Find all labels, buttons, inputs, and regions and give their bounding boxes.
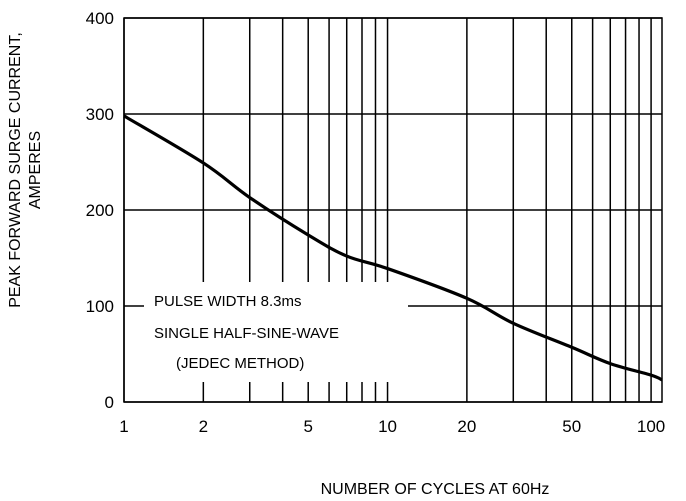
y-axis-label-line: PEAK FORWARD SURGE CURRENT,	[7, 32, 24, 308]
y-axis-label: PEAK FORWARD SURGE CURRENT, AMPERES	[7, 32, 44, 308]
x-tick-label: 1	[119, 417, 128, 436]
x-axis-label: NUMBER OF CYCLES AT 60Hz	[321, 481, 550, 498]
x-tick-label: 2	[199, 417, 208, 436]
x-tick-labels: 1 2 5 10 20 50 100	[119, 417, 665, 436]
annotation-line: PULSE WIDTH 8.3ms	[154, 293, 302, 310]
y-tick-labels: 0 100 200 300 400	[86, 9, 114, 412]
x-tick-label: 50	[562, 417, 581, 436]
y-axis-label-line: AMPERES	[27, 131, 44, 209]
annotation-box	[144, 282, 408, 382]
y-tick-label: 0	[105, 393, 114, 412]
x-tick-label: 20	[457, 417, 476, 436]
x-tick-label: 5	[303, 417, 312, 436]
x-tick-label: 10	[378, 417, 397, 436]
y-tick-label: 200	[86, 201, 114, 220]
plot-frame	[123, 17, 663, 403]
x-tick-label: 100	[637, 417, 665, 436]
annotation-line: SINGLE HALF-SINE-WAVE	[154, 325, 339, 342]
y-tick-label: 100	[86, 297, 114, 316]
annotation-line: (JEDEC METHOD)	[176, 355, 304, 372]
y-tick-label: 300	[86, 105, 114, 124]
annotation: PULSE WIDTH 8.3ms SINGLE HALF-SINE-WAVE (J…	[154, 293, 339, 372]
series-line	[123, 114, 663, 382]
y-tick-label: 400	[86, 9, 114, 28]
